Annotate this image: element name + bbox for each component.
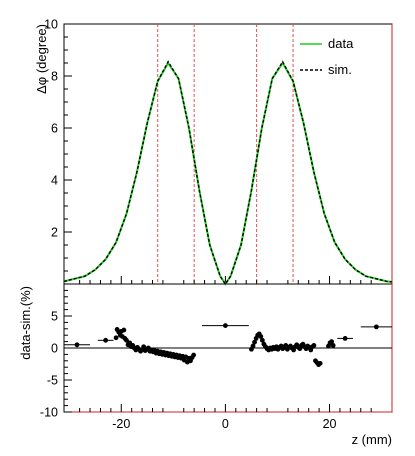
- legend: data sim.: [300, 36, 354, 77]
- top-ytick-label-6: 6: [51, 122, 58, 136]
- top-ytick-label-4: 4: [51, 174, 58, 188]
- series-data-line: [63, 61, 393, 286]
- bottom-ytick-label--5: -5: [47, 374, 58, 388]
- data-point-4: [222, 323, 228, 328]
- data-point-0: [74, 342, 80, 348]
- top-panel: 2 4 6 8 10 Δφ (degree) data sim.: [34, 18, 393, 286]
- data-point-2: [373, 324, 379, 330]
- data-point-64: [259, 337, 265, 343]
- legend-data-label: data: [328, 36, 354, 51]
- data-point-56: [191, 352, 197, 358]
- data-point-11: [121, 327, 127, 333]
- data-point-3: [342, 336, 348, 341]
- bottom-ytick-label-5: 5: [51, 310, 58, 324]
- bottom-xtick-label-0: 0: [222, 417, 229, 431]
- bottom-ytick-label-0: 0: [51, 342, 58, 356]
- bottom-points: [64, 323, 392, 368]
- data-point-104: [329, 339, 335, 344]
- data-point-58: [250, 343, 256, 349]
- top-ytick-label-8: 8: [51, 70, 58, 84]
- data-point-5: [113, 335, 119, 341]
- data-point-63: [258, 334, 264, 339]
- bottom-xtick-label--20: -20: [112, 417, 130, 431]
- data-point-1: [103, 337, 109, 343]
- bottom-ytick-label--10: -10: [40, 406, 58, 420]
- bottom-y-axis-label: data-sim.(%): [18, 286, 33, 360]
- legend-sim-label: sim.: [328, 62, 352, 77]
- top-ytick-label-10: 10: [44, 18, 58, 32]
- bottom-xtick-label-20: 20: [323, 417, 337, 431]
- data-point-59: [252, 339, 257, 345]
- bottom-x-axis-label: z (mm): [352, 432, 392, 447]
- top-series: [63, 60, 393, 286]
- data-point-105: [330, 343, 336, 348]
- data-point-97: [311, 343, 317, 348]
- top-ytick-label-2: 2: [51, 226, 58, 240]
- top-y-axis-label: Δφ (degree): [34, 24, 49, 94]
- top-ticks: 2 4 6 8 10: [44, 18, 372, 284]
- bottom-panel: -10 -5 0 5 -20 0 20 data-sim.(%) z (mm): [18, 283, 393, 447]
- data-point-101: [317, 360, 323, 366]
